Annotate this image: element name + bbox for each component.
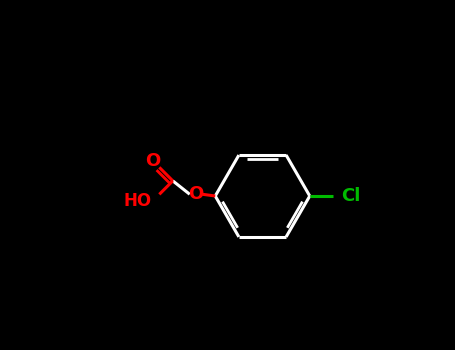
Text: HO: HO [123, 192, 151, 210]
Text: Cl: Cl [341, 187, 361, 205]
Text: O: O [146, 152, 161, 170]
Text: O: O [188, 185, 204, 203]
